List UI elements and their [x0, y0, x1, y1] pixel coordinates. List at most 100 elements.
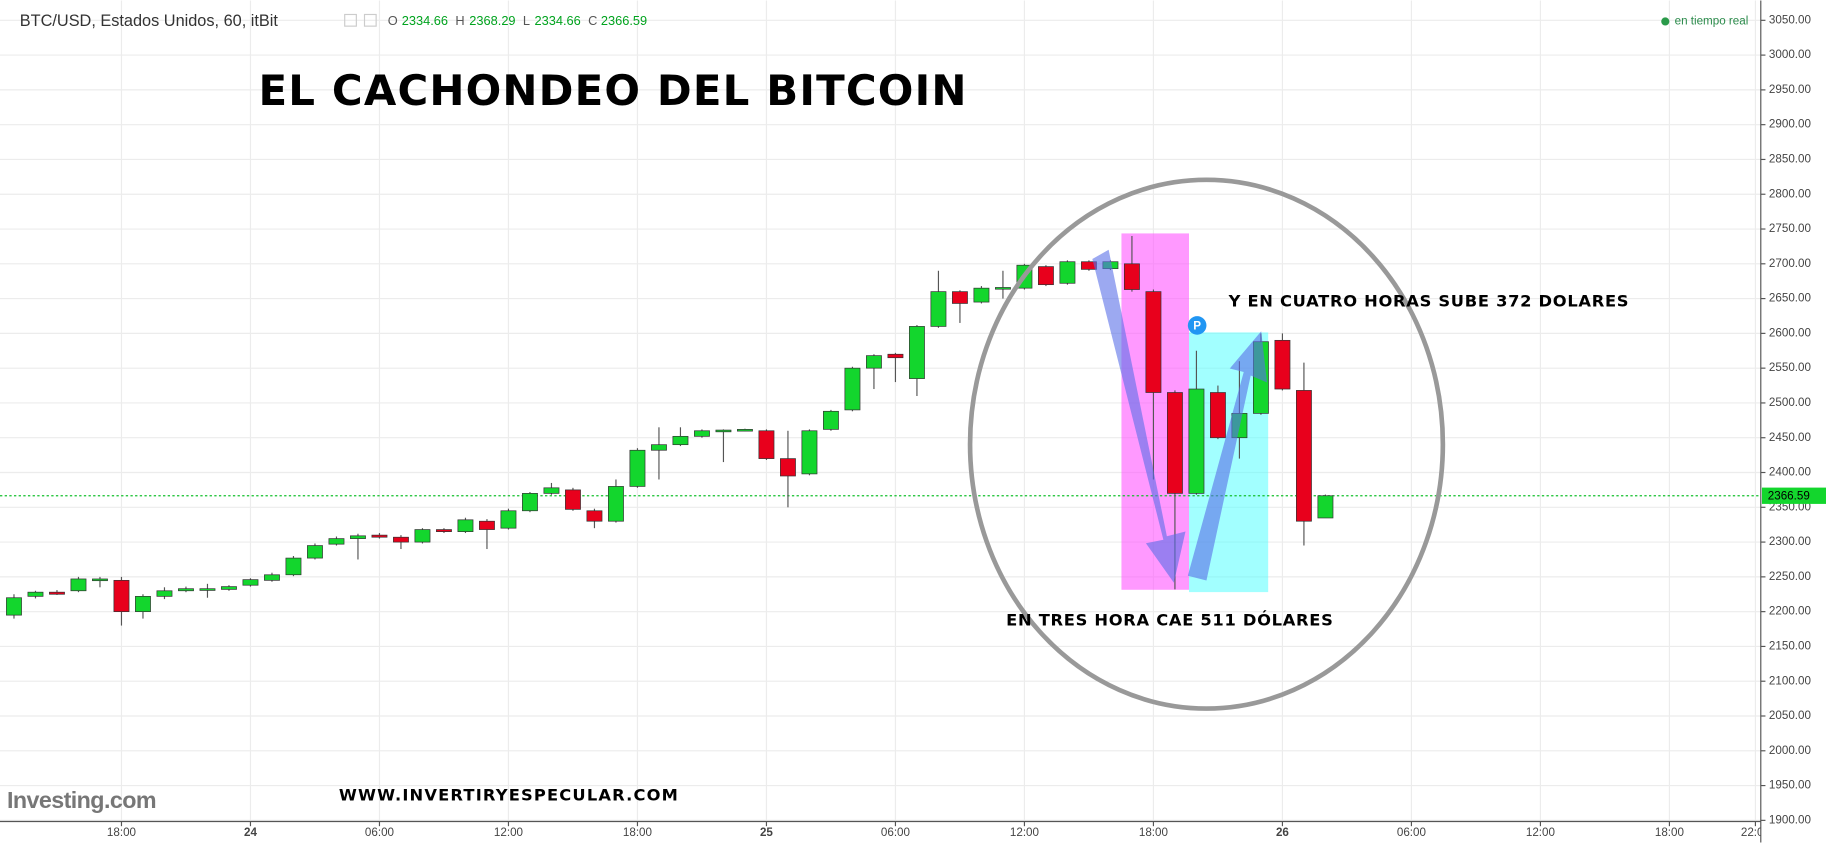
candle-body — [522, 493, 538, 512]
x-tick-label: 06:00 — [1397, 826, 1427, 839]
brand: Investing.com — [7, 787, 156, 813]
candle-body — [586, 510, 603, 522]
candle-body — [995, 287, 1011, 290]
y-tick-label: 2650.00 — [1769, 292, 1812, 305]
candle-body — [500, 510, 517, 529]
candle-body — [952, 291, 968, 304]
x-tick-label: 26 — [1276, 826, 1289, 839]
candle-body — [715, 429, 732, 433]
icon — [344, 13, 357, 27]
candle-body — [651, 444, 667, 451]
y-tick-label: 2850.00 — [1769, 153, 1812, 166]
down-arrow — [1092, 249, 1186, 583]
candle-body — [1038, 266, 1054, 286]
y-tick-label: 2150.00 — [1769, 640, 1812, 653]
y-tick-label: 2100.00 — [1769, 674, 1812, 687]
x-tick-label: 25 — [760, 826, 773, 839]
candle-body — [6, 597, 22, 616]
candle-body — [70, 578, 87, 592]
highlight-circle — [967, 177, 1446, 711]
candle-body — [199, 588, 216, 591]
y-tick-label: 2450.00 — [1769, 431, 1812, 444]
candle-body — [178, 588, 194, 592]
x-tick-label: 18:00 — [1139, 826, 1169, 839]
candle-body — [457, 519, 474, 532]
candle-body — [242, 579, 259, 586]
y-tick-label: 2200.00 — [1769, 605, 1812, 618]
candle-body — [221, 586, 237, 590]
candle-body — [1210, 392, 1226, 439]
y-tick-label: 3050.00 — [1769, 13, 1812, 26]
candle-body — [135, 595, 151, 612]
y-tick-label: 2800.00 — [1769, 187, 1812, 200]
ohlc-label: H — [455, 13, 464, 28]
header: BTC/USD, Estados Unidos, 60, itBit O 233… — [20, 12, 1748, 30]
ohlc-value: 2366.59 — [601, 13, 647, 28]
y-tick-label: 1950.00 — [1769, 779, 1812, 792]
y-tick-label: 2550.00 — [1769, 361, 1812, 374]
x-tick-label: 18:00 — [107, 826, 137, 839]
marker-label: P — [1193, 320, 1201, 333]
candle-body — [1188, 388, 1205, 494]
candle-body — [823, 410, 839, 430]
candle-body — [1296, 390, 1312, 522]
candle-body — [909, 326, 925, 379]
candle-body — [973, 287, 990, 303]
website: WWW.INVERTIRYESPECULAR.COM — [339, 785, 679, 804]
candle-body — [350, 535, 366, 539]
candle-body — [393, 536, 409, 543]
x-tick-label: 06:00 — [365, 826, 395, 839]
candle-body — [307, 545, 323, 559]
y-tick-label: 1900.00 — [1769, 813, 1812, 826]
candle-body — [608, 486, 624, 522]
x-tick-label: 12:00 — [494, 826, 524, 839]
candle-body — [672, 435, 689, 446]
last-price-label: 2366.59 — [1768, 489, 1810, 502]
status: en tiempo real — [1675, 15, 1749, 28]
candle-body — [780, 458, 796, 477]
status-dot — [1661, 17, 1670, 26]
y-tick-label: 2950.00 — [1769, 83, 1812, 96]
candle-body — [629, 449, 646, 487]
y-tick-label: 2300.00 — [1769, 535, 1812, 548]
candle-body — [1145, 291, 1162, 393]
y-tick-label: 3000.00 — [1769, 48, 1812, 61]
y-tick-label: 2750.00 — [1769, 222, 1812, 235]
y-tick-label: 2000.00 — [1769, 744, 1812, 757]
x-tick-label: 12:00 — [1526, 826, 1556, 839]
ohlc-value: 2334.66 — [535, 13, 581, 28]
arrows — [1092, 249, 1268, 583]
ohlc-label: O — [388, 13, 398, 28]
candle-body — [801, 430, 818, 475]
chart-title: EL CACHONDEO DEL BITCOIN — [259, 66, 968, 115]
candle-body — [737, 429, 753, 432]
candle-body — [27, 591, 44, 597]
x-tick-label: 24 — [244, 826, 257, 839]
candle-body — [49, 591, 65, 595]
last-price-box — [1761, 487, 1826, 504]
candle-body — [1167, 392, 1183, 494]
candle-body — [1317, 495, 1334, 519]
candle-body — [328, 538, 345, 545]
candle-body — [844, 367, 861, 411]
candle-body — [1059, 261, 1076, 284]
y-tick-label: 2600.00 — [1769, 326, 1812, 339]
candle-body — [543, 487, 560, 494]
candle-body — [1274, 339, 1291, 390]
candle-body — [436, 529, 452, 532]
symbol: BTC/USD, Estados Unidos, 60, itBit — [20, 12, 279, 30]
y-tick-label: 2500.00 — [1769, 396, 1812, 409]
annotation: EN TRES HORA CAE 511 DÓLARES — [1006, 611, 1333, 630]
candle-body — [371, 534, 388, 538]
ohlc-value: 2334.66 — [402, 13, 448, 28]
ohlc-label: L — [523, 13, 530, 28]
candle-body — [866, 355, 882, 369]
candle-body — [565, 489, 581, 510]
candle-body — [414, 529, 431, 543]
y-tick-label: 2400.00 — [1769, 466, 1812, 479]
candle-body — [92, 578, 108, 582]
candle-body — [758, 430, 775, 459]
